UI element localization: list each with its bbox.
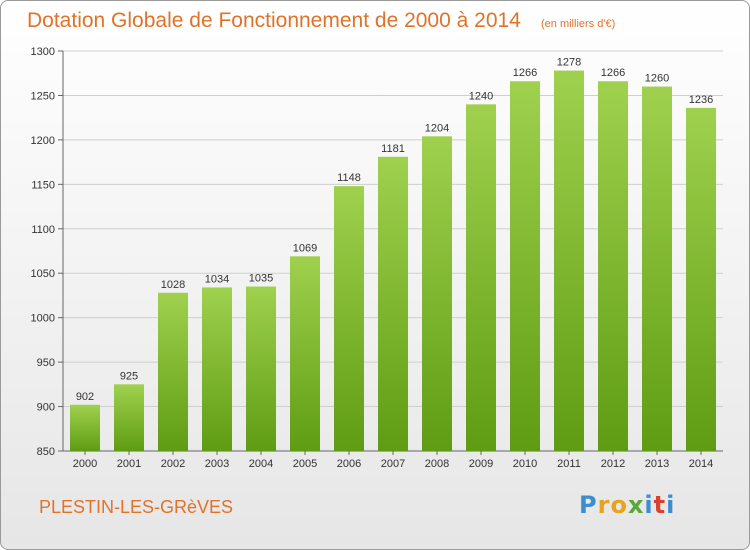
bar <box>598 81 628 451</box>
y-tick-label: 1000 <box>31 313 55 325</box>
data-label: 1266 <box>601 67 625 79</box>
x-tick-label: 2013 <box>645 458 669 470</box>
x-tick-label: 2005 <box>293 458 317 470</box>
y-tick-label: 900 <box>37 402 55 414</box>
bar <box>158 292 188 451</box>
logo-letter: t <box>653 491 667 519</box>
bar <box>70 404 100 451</box>
y-tick-label: 1150 <box>31 179 55 191</box>
data-label: 1236 <box>689 94 713 106</box>
logo-letter: i <box>644 491 654 519</box>
place-name: PLESTIN-LES-GRèVES <box>39 497 234 517</box>
data-label: 1034 <box>205 273 229 285</box>
x-tick-label: 2000 <box>73 458 97 470</box>
data-label: 1035 <box>249 273 273 285</box>
logo-letter: r <box>597 491 611 519</box>
y-tick-label: 1200 <box>31 135 55 147</box>
bar <box>290 256 320 451</box>
y-tick-label: 1300 <box>31 46 55 58</box>
y-tick-label: 1050 <box>31 268 55 280</box>
x-tick-label: 2011 <box>557 458 581 470</box>
x-tick-label: 2007 <box>381 458 405 470</box>
x-tick-label: 2002 <box>161 458 185 470</box>
data-label: 1181 <box>381 143 405 155</box>
x-tick-label: 2006 <box>337 458 361 470</box>
y-tick-label: 850 <box>37 446 55 458</box>
logo-letter: o <box>610 491 628 519</box>
y-tick-label: 950 <box>37 357 55 369</box>
data-label: 1240 <box>469 90 493 102</box>
logo-letter: x <box>627 491 645 519</box>
x-tick-label: 2004 <box>249 458 273 470</box>
logo-letter: i <box>666 491 676 519</box>
bar <box>378 156 408 451</box>
data-label: 925 <box>120 370 138 382</box>
x-tick-label: 2010 <box>513 458 537 470</box>
y-tick-label: 1250 <box>31 90 55 102</box>
bar <box>202 287 232 451</box>
proxiti-logo[interactable]: Proxiti <box>579 491 675 519</box>
y-tick-label: 1100 <box>31 224 55 236</box>
x-tick-label: 2001 <box>117 458 141 470</box>
chart-title: Dotation Globale de Fonctionnement de 20… <box>27 9 521 32</box>
data-label: 1028 <box>161 279 185 291</box>
bar <box>466 104 496 451</box>
bar <box>554 70 584 452</box>
bar <box>642 86 672 452</box>
data-label: 1266 <box>513 67 537 79</box>
x-tick-label: 2003 <box>205 458 229 470</box>
data-label: 1260 <box>645 73 669 85</box>
x-tick-label: 2009 <box>469 458 493 470</box>
data-label: 902 <box>76 391 94 403</box>
data-label: 1069 <box>293 242 317 254</box>
data-label: 1278 <box>557 57 581 69</box>
bar <box>510 81 540 451</box>
data-label: 1148 <box>337 172 361 184</box>
x-tick-label: 2014 <box>689 458 713 470</box>
bar <box>246 286 276 451</box>
logo-letter: P <box>579 491 598 519</box>
data-label: 1204 <box>425 122 449 134</box>
bar <box>114 384 144 451</box>
bar <box>422 136 452 452</box>
bar <box>334 186 364 451</box>
bar <box>686 107 716 451</box>
x-tick-label: 2008 <box>425 458 449 470</box>
x-tick-label: 2012 <box>601 458 625 470</box>
unit-note: (en milliers d'€) <box>541 18 616 30</box>
